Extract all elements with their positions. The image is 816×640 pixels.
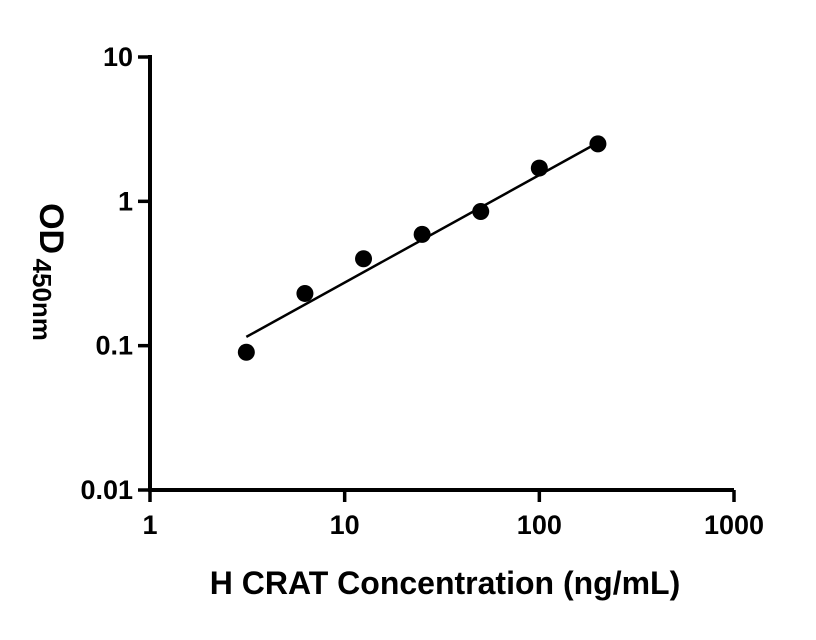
plot-layer: 1 10 100 1000 0.01 0.1 1 10 (80, 42, 764, 540)
y-tick-label: 1 (118, 186, 133, 216)
y-tick-label: 0.1 (95, 331, 133, 361)
x-tick-label: 10 (330, 510, 360, 540)
y-tick-label: 0.01 (80, 475, 133, 505)
axes-frame (148, 55, 734, 492)
y-axis-title-sub: 450nm (27, 259, 57, 341)
y-tick-label: 10 (103, 42, 133, 72)
x-tick-label: 100 (517, 510, 562, 540)
data-point (296, 284, 314, 302)
y-axis-title: OD 450nm (27, 203, 70, 341)
data-point (413, 225, 431, 243)
x-tick-label: 1000 (704, 510, 764, 540)
data-point (589, 135, 607, 153)
data-point (530, 159, 548, 177)
data-point (355, 250, 373, 268)
x-axis-title: H CRAT Concentration (ng/mL) (210, 565, 680, 601)
y-axis-title-main: OD (32, 203, 70, 254)
data-point (472, 203, 490, 221)
data-point (237, 343, 255, 361)
x-tick-label: 1 (142, 510, 157, 540)
